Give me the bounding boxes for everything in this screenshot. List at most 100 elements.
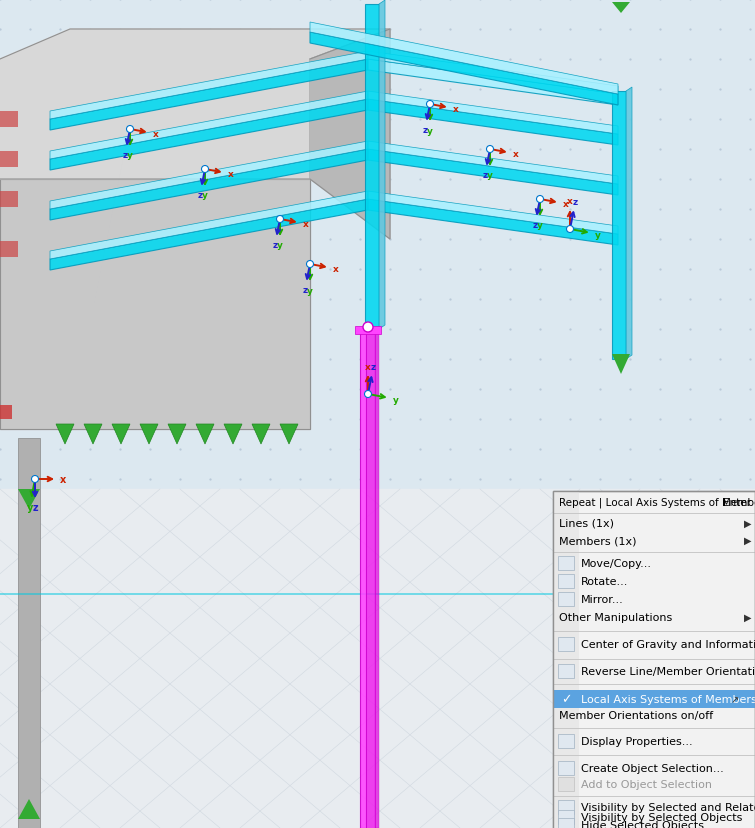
Text: ▶: ▶ <box>744 518 751 528</box>
Polygon shape <box>0 489 755 828</box>
Bar <box>0 192 18 208</box>
Polygon shape <box>84 425 102 445</box>
Text: Members (1x): Members (1x) <box>559 536 636 546</box>
Text: x: x <box>228 170 233 179</box>
Polygon shape <box>612 3 630 14</box>
Text: x: x <box>333 265 338 274</box>
Bar <box>558 818 574 828</box>
Polygon shape <box>252 425 270 445</box>
Circle shape <box>276 216 283 224</box>
Bar <box>553 491 755 828</box>
Bar <box>558 556 574 570</box>
Text: Other Manipulations: Other Manipulations <box>559 612 672 623</box>
Text: x: x <box>153 130 159 139</box>
Bar <box>366 329 375 828</box>
Text: Create Object Selection...: Create Object Selection... <box>581 763 724 773</box>
Text: Hide Selected Objects: Hide Selected Objects <box>581 820 704 828</box>
Bar <box>360 329 366 828</box>
Text: ↗: ↗ <box>731 694 739 704</box>
Bar <box>558 777 574 791</box>
Text: y: y <box>595 230 600 239</box>
Text: z: z <box>32 503 38 513</box>
Text: z: z <box>122 151 128 160</box>
Polygon shape <box>196 425 214 445</box>
Circle shape <box>307 261 313 268</box>
Bar <box>558 761 574 775</box>
Polygon shape <box>612 92 626 359</box>
Text: Rotate...: Rotate... <box>581 576 628 586</box>
Text: Visibility by Selected Objects: Visibility by Selected Objects <box>581 812 742 822</box>
Bar <box>0 112 18 128</box>
Text: Repeat | Local Axis Systems of Members on/off: Repeat | Local Axis Systems of Members o… <box>559 497 755 508</box>
Polygon shape <box>56 425 74 445</box>
Polygon shape <box>379 1 385 330</box>
Polygon shape <box>224 425 242 445</box>
Text: Center of Gravity and Information About Selected Objects: Center of Gravity and Information About … <box>581 639 755 649</box>
Bar <box>558 592 574 606</box>
Text: Display Properties...: Display Properties... <box>581 736 692 746</box>
Bar <box>558 800 574 814</box>
Text: y: y <box>307 286 313 295</box>
Text: z: z <box>197 190 202 200</box>
Text: z: z <box>573 198 578 207</box>
Polygon shape <box>168 425 186 445</box>
Text: Move/Copy...: Move/Copy... <box>581 558 652 568</box>
Polygon shape <box>626 88 632 359</box>
Bar <box>558 734 574 748</box>
Circle shape <box>32 476 39 483</box>
Polygon shape <box>50 60 368 131</box>
Polygon shape <box>368 142 618 185</box>
Polygon shape <box>18 489 40 509</box>
Text: x: x <box>303 220 309 229</box>
Bar <box>355 326 381 335</box>
Text: Local Axis Systems of Members on/off: Local Axis Systems of Members on/off <box>581 694 755 704</box>
Polygon shape <box>0 180 310 430</box>
Bar <box>553 691 755 708</box>
Text: z: z <box>422 126 427 135</box>
Polygon shape <box>50 150 368 221</box>
Circle shape <box>363 323 373 333</box>
Text: z: z <box>302 286 307 295</box>
Polygon shape <box>112 425 130 445</box>
Text: z: z <box>371 363 376 372</box>
Circle shape <box>365 391 371 398</box>
Text: x: x <box>365 362 371 371</box>
Text: x: x <box>513 150 519 159</box>
Bar <box>18 439 40 828</box>
Polygon shape <box>18 799 40 819</box>
Text: y: y <box>127 152 133 161</box>
Circle shape <box>566 226 574 233</box>
Bar <box>553 491 755 828</box>
Circle shape <box>486 147 494 153</box>
Polygon shape <box>310 23 618 95</box>
Polygon shape <box>368 150 618 195</box>
Text: y: y <box>393 395 399 404</box>
Polygon shape <box>50 142 368 209</box>
Bar <box>0 242 18 258</box>
Text: z: z <box>532 221 538 229</box>
Bar <box>0 406 12 420</box>
Text: Reverse Line/Member Orientation: Reverse Line/Member Orientation <box>581 667 755 676</box>
Polygon shape <box>310 33 618 106</box>
Text: x: x <box>60 474 66 484</box>
Text: Member Orientations on/off: Member Orientations on/off <box>559 710 713 720</box>
Polygon shape <box>368 192 618 234</box>
Bar <box>0 152 18 168</box>
Polygon shape <box>0 30 390 180</box>
Text: y: y <box>26 502 33 512</box>
Text: x: x <box>567 197 573 206</box>
Text: ▶: ▶ <box>744 612 751 623</box>
Bar <box>375 329 379 828</box>
Polygon shape <box>365 5 379 330</box>
Text: Lines (1x): Lines (1x) <box>559 518 614 528</box>
Polygon shape <box>50 52 368 120</box>
Bar <box>558 664 574 678</box>
Polygon shape <box>50 92 368 160</box>
Polygon shape <box>368 60 618 106</box>
Text: ✓: ✓ <box>561 693 572 705</box>
Polygon shape <box>50 192 368 260</box>
Text: y: y <box>202 191 208 200</box>
Text: Add to Object Selection: Add to Object Selection <box>581 779 712 789</box>
Text: x: x <box>453 105 458 114</box>
Text: x: x <box>562 200 569 209</box>
